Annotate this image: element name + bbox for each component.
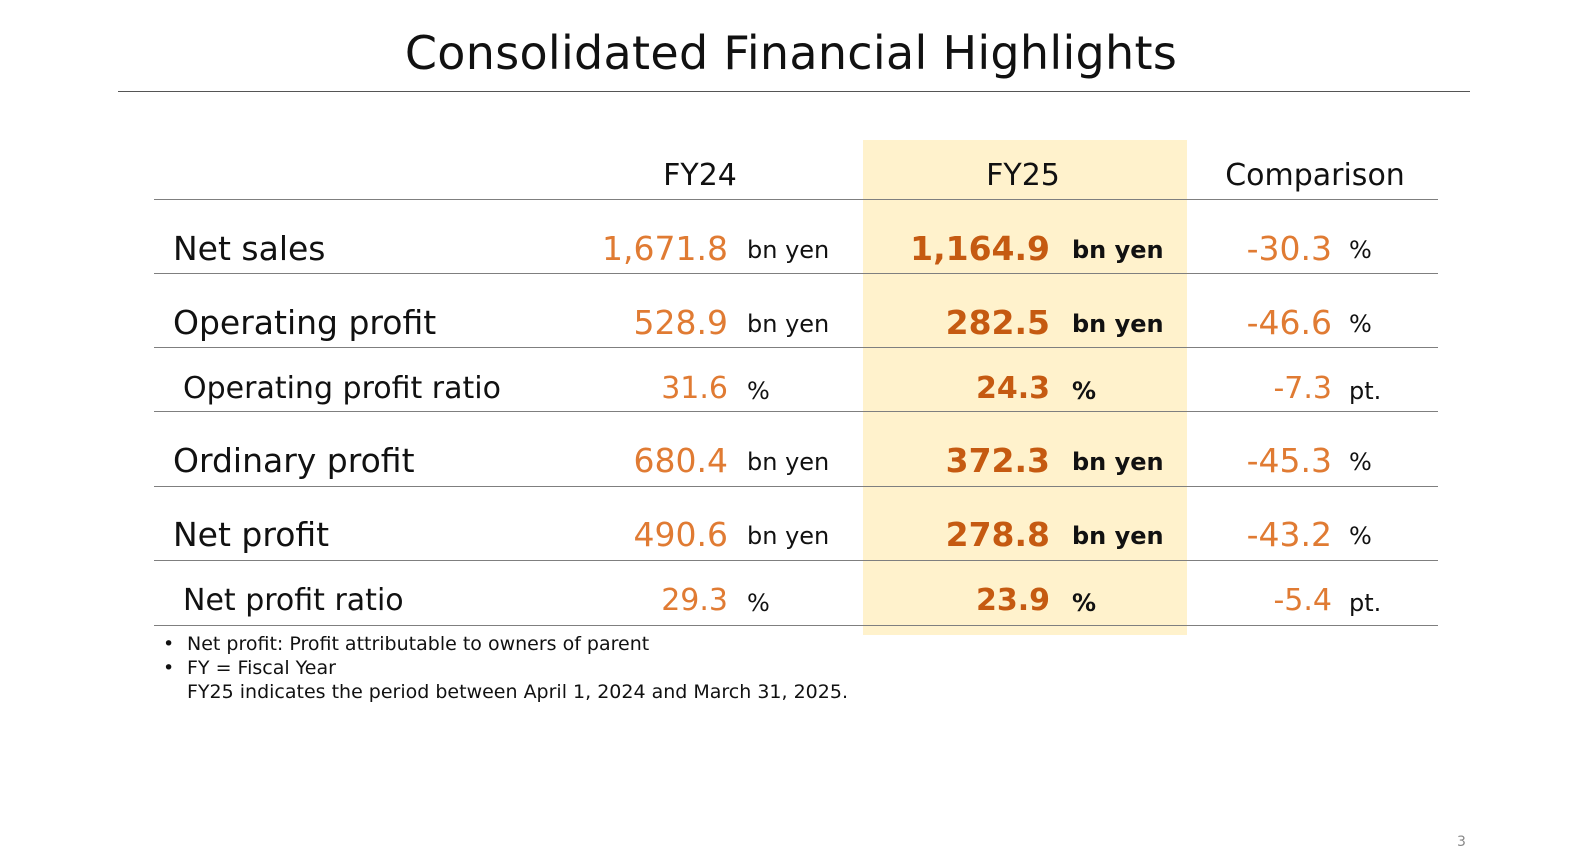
footnotes: • Net profit: Profit attributable to owne… [163, 632, 848, 704]
fy24-unit: bn yen [747, 236, 830, 264]
fy25-value: 282.5 [945, 303, 1050, 342]
footnote-text: FY = Fiscal Year [187, 657, 336, 679]
header-divider [154, 199, 1438, 200]
fy24-value: 31.6 [661, 371, 728, 406]
fy24-unit: bn yen [747, 448, 830, 476]
fy25-unit: % [1072, 589, 1097, 617]
fy25-unit: bn yen [1072, 310, 1164, 338]
table-bottom-divider [154, 625, 1438, 626]
comparison-unit: pt. [1349, 589, 1382, 617]
comparison-unit: pt. [1349, 377, 1382, 405]
fy25-value: 23.9 [975, 583, 1050, 618]
fy24-unit: % [747, 377, 770, 405]
fy25-unit: bn yen [1072, 236, 1164, 264]
comparison-value: -45.3 [1246, 441, 1332, 480]
fy24-value: 1,671.8 [602, 229, 728, 268]
comparison-unit: % [1349, 448, 1372, 476]
fy25-unit: bn yen [1072, 522, 1164, 550]
fy25-value: 278.8 [945, 515, 1050, 554]
row-divider [154, 347, 1438, 348]
fy25-value: 24.3 [975, 371, 1050, 406]
title-divider [118, 91, 1470, 92]
comparison-unit: % [1349, 522, 1372, 550]
fy25-value: 1,164.9 [910, 229, 1050, 268]
row-divider [154, 411, 1438, 412]
column-header-comparison: Comparison [1225, 158, 1405, 193]
bullet-icon: • [163, 657, 175, 679]
fy24-value: 528.9 [633, 303, 728, 342]
comparison-value: -5.4 [1273, 583, 1332, 618]
row-label: Net sales [173, 229, 326, 268]
comparison-value: -43.2 [1246, 515, 1332, 554]
row-divider [154, 486, 1438, 487]
footnote-text: Net profit: Profit attributable to owner… [187, 633, 650, 655]
fy24-value: 680.4 [633, 441, 728, 480]
comparison-unit: % [1349, 310, 1372, 338]
fy24-value: 490.6 [633, 515, 728, 554]
page-title: Consolidated Financial Highlights [404, 26, 1178, 80]
comparison-value: -30.3 [1246, 229, 1332, 268]
fy25-unit: % [1072, 377, 1097, 405]
row-label: Ordinary profit [173, 441, 415, 480]
comparison-value: -7.3 [1273, 371, 1332, 406]
row-label: Operating profit ratio [183, 371, 501, 406]
comparison-value: -46.6 [1246, 303, 1332, 342]
row-label: Net profit [173, 515, 330, 554]
comparison-unit: % [1349, 236, 1372, 264]
footnote-text: FY25 indicates the period between April … [187, 681, 848, 703]
fy25-highlight-column [863, 140, 1187, 635]
fy24-unit: % [747, 589, 770, 617]
fy24-value: 29.3 [661, 583, 728, 618]
footnote-item: • Net profit: Profit attributable to owne… [163, 632, 848, 656]
row-label: Operating profit [173, 303, 437, 342]
column-header-fy25: FY25 [986, 158, 1060, 193]
footnote-item: FY25 indicates the period between April … [163, 680, 848, 704]
bullet-icon: • [163, 633, 175, 655]
row-divider [154, 560, 1438, 561]
column-header-fy24: FY24 [663, 158, 737, 193]
fy25-unit: bn yen [1072, 448, 1164, 476]
fy24-unit: bn yen [747, 310, 830, 338]
footnote-item: • FY = Fiscal Year [163, 656, 848, 680]
row-label: Net profit ratio [183, 583, 404, 618]
row-divider [154, 273, 1438, 274]
page-number: 3 [1457, 834, 1466, 850]
fy25-value: 372.3 [945, 441, 1050, 480]
fy24-unit: bn yen [747, 522, 830, 550]
